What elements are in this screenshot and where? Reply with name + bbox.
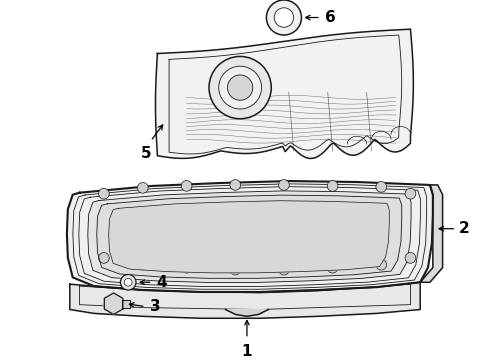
Circle shape bbox=[219, 66, 262, 109]
Polygon shape bbox=[155, 29, 414, 158]
Circle shape bbox=[376, 181, 387, 192]
Polygon shape bbox=[70, 282, 420, 318]
Polygon shape bbox=[122, 300, 130, 307]
Polygon shape bbox=[104, 293, 123, 314]
Text: 3: 3 bbox=[149, 299, 160, 314]
Circle shape bbox=[279, 180, 289, 190]
Circle shape bbox=[327, 262, 338, 273]
Polygon shape bbox=[420, 185, 442, 282]
Circle shape bbox=[376, 260, 387, 270]
Polygon shape bbox=[67, 181, 433, 292]
Text: 6: 6 bbox=[325, 10, 336, 25]
Circle shape bbox=[267, 0, 301, 35]
Circle shape bbox=[274, 8, 294, 27]
Circle shape bbox=[181, 181, 192, 191]
Circle shape bbox=[227, 75, 253, 100]
Circle shape bbox=[230, 264, 241, 275]
Circle shape bbox=[327, 181, 338, 191]
Text: 2: 2 bbox=[459, 221, 470, 236]
Text: 1: 1 bbox=[242, 343, 252, 359]
Circle shape bbox=[98, 188, 109, 199]
Circle shape bbox=[209, 57, 271, 119]
Circle shape bbox=[279, 264, 289, 275]
Circle shape bbox=[230, 180, 241, 190]
Circle shape bbox=[181, 262, 192, 273]
Text: 5: 5 bbox=[141, 146, 151, 161]
Circle shape bbox=[405, 253, 416, 263]
Polygon shape bbox=[97, 195, 402, 278]
Circle shape bbox=[98, 253, 109, 263]
Text: 4: 4 bbox=[156, 275, 167, 290]
Polygon shape bbox=[109, 201, 389, 273]
Circle shape bbox=[138, 260, 148, 270]
Circle shape bbox=[138, 183, 148, 193]
Circle shape bbox=[124, 278, 132, 286]
Polygon shape bbox=[88, 191, 411, 283]
Circle shape bbox=[405, 188, 416, 199]
Circle shape bbox=[121, 274, 136, 290]
Polygon shape bbox=[225, 310, 269, 316]
